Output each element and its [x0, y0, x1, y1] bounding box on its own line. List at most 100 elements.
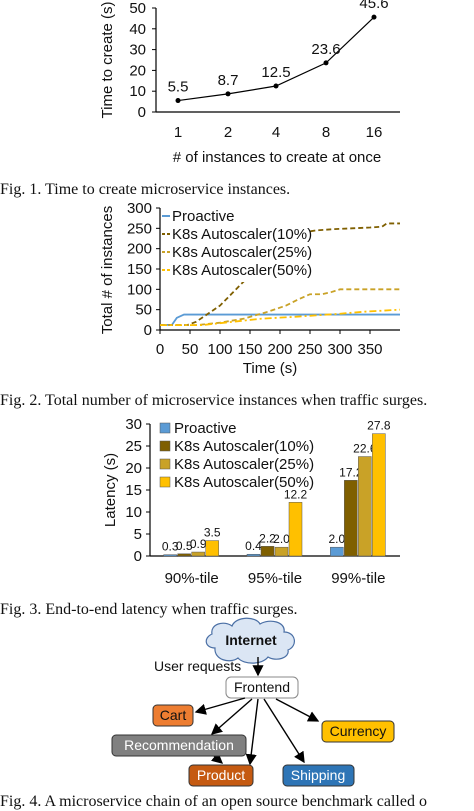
fig3-bar [344, 480, 358, 557]
fig1-data-point [225, 91, 231, 97]
fig4-microservice-diagram: Internet User requests Frontend Cart Rec… [111, 617, 395, 787]
fig3-y-label: Latency (s) [102, 453, 119, 527]
fig3-y-tick-label: 0 [134, 548, 142, 565]
fig3-bar [358, 456, 372, 557]
fig1-data-label: 12.5 [261, 64, 290, 81]
fig3-legend-label: K8s Autoscaler(10%) [174, 438, 314, 455]
fig3-y-tick-label: 10 [125, 504, 142, 521]
fig3-legend-label: Proactive [174, 420, 237, 437]
fig3-bar-chart: Latency (s) 0 5 10 15 20 25 30 90%-tile 95%-til… [102, 416, 400, 587]
fig3-bar [260, 546, 275, 557]
fig2-legend-label: K8s Autoscaler(50%) [172, 262, 312, 279]
fig2-y-tick-label: 150 [127, 261, 152, 278]
fig2-legend-box [164, 208, 310, 282]
fig3-bar [372, 433, 386, 557]
frontend-label: Frontend [234, 679, 290, 695]
fig1-x-tick-label: 16 [366, 124, 383, 141]
fig3-data-label: 0.4 [245, 539, 262, 553]
fig2-y-tick-label: 300 [127, 200, 152, 217]
fig3-data-label: 3.5 [204, 526, 221, 540]
fig3-x-tick-label: 99%-tile [331, 570, 385, 587]
currency-label: Currency [330, 723, 387, 739]
recommendation-label: Recommendation [124, 737, 234, 753]
fig4-caption: Fig. 4. A microservice chain of an open … [0, 793, 427, 810]
fig3-data-label: 27.8 [367, 419, 391, 433]
fig1-line-chart: Time to create (s) # of instances to cre… [99, 0, 400, 166]
shipping-label: Shipping [291, 767, 346, 783]
fig1-y-tick-label: 40 [129, 21, 146, 38]
fig3-bar [274, 546, 289, 557]
fig2-y-tick-label: 250 [127, 220, 152, 237]
fig1-x-tick-label: 4 [272, 124, 280, 141]
fig1-y-tick-label: 20 [129, 62, 146, 79]
fig2-x-tick-label: 150 [237, 341, 262, 358]
fig1-data-point [371, 14, 377, 20]
fig1-data-label: 23.6 [311, 41, 340, 58]
fig1-data-point [323, 60, 329, 66]
fig3-legend-swatch [159, 422, 171, 434]
fig2-y-tick-label: 0 [144, 322, 152, 339]
frontend-to-recommendation-arrow [210, 698, 253, 735]
fig1-x-tick-label: 2 [224, 124, 232, 141]
fig1-y-tick-label: 50 [129, 0, 146, 17]
fig1-data-point [175, 98, 181, 104]
fig1-x-tick-label: 8 [322, 124, 330, 141]
fig3-data-label: 12.2 [284, 487, 308, 501]
fig3-y-tick-label: 5 [134, 526, 142, 543]
fig2-line-chart: Total # of instances Time (s) 0 50 100 150 2… [99, 200, 401, 377]
recommendation-node: Recommendation [111, 734, 247, 757]
cart-node: Cart [152, 704, 194, 727]
recommendation-to-product-arrow [210, 752, 224, 764]
fig3-data-label: 17.2 [339, 465, 363, 479]
frontend-node: Frontend [225, 676, 299, 699]
fig2-x-tick-label: 350 [357, 341, 382, 358]
fig2-x-tick-label: 250 [297, 341, 322, 358]
fig1-y-label: Time to create (s) [99, 2, 116, 119]
internet-label: Internet [225, 632, 277, 648]
fig1-data-label: 8.7 [218, 72, 239, 89]
shipping-node: Shipping [282, 764, 355, 787]
fig3-x-tick-label: 90%-tile [165, 570, 219, 587]
fig2-x-tick-label: 50 [182, 341, 199, 358]
fig3-y-tick-label: 30 [125, 416, 142, 433]
fig2-x-tick-label: 300 [327, 341, 352, 358]
fig2-caption: Fig. 2. Total number of microservice ins… [0, 392, 427, 409]
fig2-x-tick-label: 200 [267, 341, 292, 358]
currency-node: Currency [321, 720, 395, 743]
fig3-bar [191, 551, 205, 557]
frontend-to-shipping-arrow [263, 698, 305, 764]
fig3-legend-swatch [159, 458, 171, 470]
fig3-y-tick-label: 20 [125, 460, 142, 477]
fig3-bar [205, 540, 219, 557]
product-node: Product [188, 764, 254, 787]
fig3-bar [163, 554, 177, 557]
fig3-legend-swatch [159, 440, 171, 452]
fig2-x-tick-label: 100 [207, 341, 232, 358]
fig3-y-tick-label: 15 [125, 482, 142, 499]
fig3-data-label: 22.6 [353, 442, 377, 456]
fig2-legend-label: K8s Autoscaler(25%) [172, 244, 312, 261]
frontend-to-cart-arrow [194, 697, 246, 715]
user-requests-label: User requests [154, 658, 241, 674]
fig3-bar [246, 553, 261, 557]
fig2-y-tick-label: 200 [127, 241, 152, 258]
fig2-y-label: Total # of instances [99, 206, 116, 334]
fig3-data-label: 0.5 [176, 539, 193, 553]
fig3-data-label: 0.3 [162, 540, 179, 554]
fig1-data-label: 45.6 [359, 0, 388, 12]
fig3-legend-label: K8s Autoscaler(25%) [174, 456, 314, 473]
fig3-bar [177, 553, 191, 557]
fig3-bar [330, 546, 344, 557]
frontend-to-product-arrow [245, 698, 259, 766]
fig1-y-tick-label: 10 [129, 83, 146, 100]
fig3-caption: Fig. 3. End-to-end latency when traffic … [0, 601, 298, 618]
fig2-series-line [160, 288, 400, 327]
fig2-y-tick-label: 50 [135, 302, 152, 319]
fig2-legend-label: K8s Autoscaler(10%) [172, 226, 312, 243]
fig3-legend-label: K8s Autoscaler(50%) [174, 474, 314, 491]
fig2-x-tick-label: 0 [156, 341, 164, 358]
fig2-series-line [159, 313, 400, 327]
fig1-x-label: # of instances to create at once [173, 149, 381, 166]
product-label: Product [197, 767, 245, 783]
